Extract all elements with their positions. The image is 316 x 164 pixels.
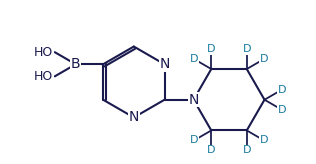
Text: HO: HO bbox=[34, 70, 53, 83]
Text: N: N bbox=[188, 93, 199, 107]
Text: D: D bbox=[242, 44, 251, 54]
Text: D: D bbox=[207, 145, 216, 155]
Text: D: D bbox=[260, 135, 268, 145]
Text: D: D bbox=[277, 105, 286, 115]
Text: D: D bbox=[242, 145, 251, 155]
Text: N: N bbox=[129, 111, 139, 124]
Text: D: D bbox=[207, 44, 216, 54]
Text: B: B bbox=[71, 57, 81, 71]
Text: HO: HO bbox=[34, 46, 53, 59]
Text: D: D bbox=[190, 54, 198, 64]
Text: D: D bbox=[190, 135, 198, 145]
Text: D: D bbox=[260, 54, 268, 64]
Text: N: N bbox=[159, 57, 170, 71]
Text: D: D bbox=[277, 85, 286, 95]
